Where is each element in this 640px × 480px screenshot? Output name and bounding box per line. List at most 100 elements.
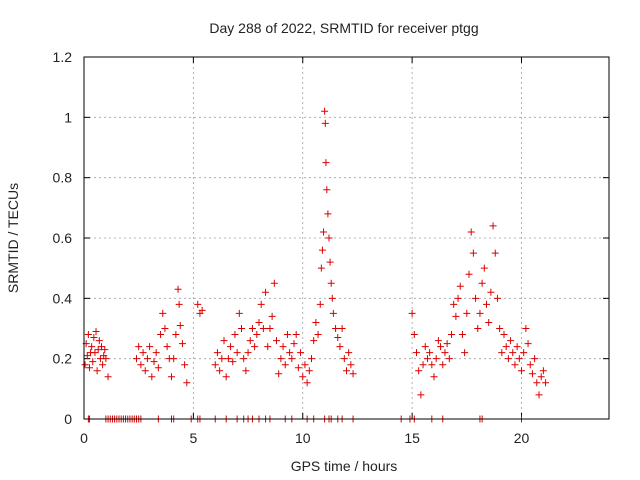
data-point [465,270,473,278]
data-point [83,352,91,360]
data-point [213,349,221,357]
data-point [220,337,228,345]
data-point [224,355,232,363]
data-point [299,373,307,381]
data-point [174,285,182,293]
data-point [445,355,453,363]
data-point [410,331,418,339]
data-point [434,337,442,345]
data-point [227,343,235,351]
data-point [170,355,178,363]
data-point [102,355,110,363]
data-point [148,373,156,381]
data-point [338,325,346,332]
data-point [279,343,287,351]
data-point [478,279,486,287]
data-point [526,361,534,369]
data-point [91,349,99,357]
data-point [513,343,521,351]
data-point [172,331,180,339]
data-point [257,300,265,308]
data-point [229,358,237,366]
x-axis-label: GPS time / hours [291,458,398,474]
data-point [537,373,545,381]
data-point [317,264,325,272]
data-point [308,355,315,363]
data-point [95,337,103,345]
data-point [417,391,425,399]
data-point [259,325,267,332]
data-point [450,300,458,308]
data-point [413,349,420,357]
data-point [443,340,451,348]
data-point [176,321,184,329]
data-point [336,343,344,351]
data-point [539,367,547,375]
data-point [489,222,497,230]
x-tick-label: 20 [514,430,530,446]
data-point [163,343,171,351]
data-point [264,343,272,351]
data-point [283,331,291,339]
data-point [81,361,89,369]
data-point [463,309,471,317]
data-point [472,294,480,302]
data-point [476,309,484,317]
data-point [500,331,508,339]
data-point [491,249,499,257]
data-point [531,355,539,363]
data-point [90,334,98,342]
data-point [347,361,355,369]
data-point [178,340,186,348]
data-point [270,279,278,287]
data-point [211,361,219,369]
data-point [415,367,423,375]
data-point [321,107,329,115]
data-point [101,346,109,354]
data-point [218,355,226,363]
data-point [469,249,477,257]
data-point [461,349,469,357]
data-point [159,309,167,317]
data-point [430,373,438,381]
data-point [456,282,464,290]
data-point [334,334,342,342]
data-point [281,361,289,369]
data-point [248,325,256,332]
data-point [316,300,324,308]
data-point [314,331,322,339]
data-point [493,294,501,302]
y-tick-label: 0.2 [53,351,73,367]
data-point [325,234,333,242]
data-point [93,367,101,375]
data-point [437,343,445,351]
data-point [328,294,336,302]
data-point [320,228,328,236]
x-tick-label: 5 [189,430,197,446]
data-point [141,367,149,375]
data-point [423,355,431,363]
data-point [439,361,447,369]
data-point [327,279,335,287]
data-point [233,349,241,357]
data-point [496,325,504,332]
data-point [137,361,145,369]
data-point [84,331,92,339]
data-point [303,379,311,387]
data-point [146,343,154,351]
data-point [520,349,528,357]
data-point [518,367,525,375]
data-point [143,355,151,363]
y-tick-label: 1 [64,109,72,125]
data-point [135,343,143,351]
y-tick-label: 0.4 [53,290,73,306]
data-point [332,325,340,332]
data-point [323,186,331,194]
tick-layer: 0 0.2 0.4 0.6 0.8 1 1.2 0 5 10 15 20 [53,49,609,446]
data-point [273,337,280,345]
data-point [262,288,270,296]
data-point [340,355,348,363]
data-point [294,364,302,372]
